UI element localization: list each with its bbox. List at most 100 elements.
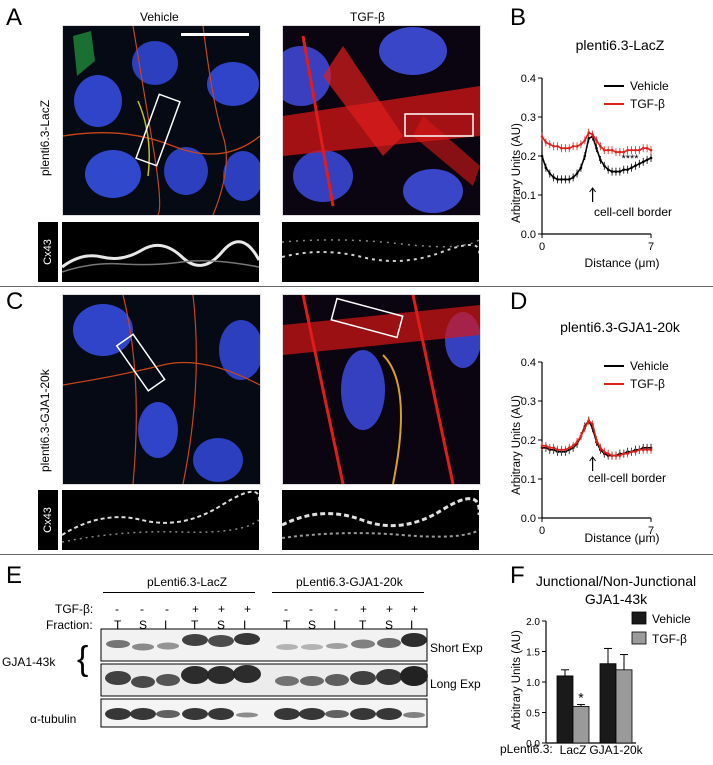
lane-fraction-label: S <box>217 618 226 632</box>
data-point <box>630 450 633 453</box>
blot-group-label-gja1: pLenti6.3-GJA1-20k <box>296 575 403 589</box>
data-point <box>564 178 567 181</box>
data-point <box>641 160 645 164</box>
lane-tgfb-mark: - <box>334 602 338 616</box>
micrograph-lacz-tgfb <box>282 25 481 216</box>
data-point <box>552 144 555 148</box>
data-point <box>575 172 579 175</box>
chart-d-annotation: cell-cell border <box>588 471 666 485</box>
data-point <box>548 172 552 175</box>
data-point <box>622 168 626 171</box>
y-tick-label: 0.0 <box>521 513 536 525</box>
data-point <box>614 170 618 173</box>
data-point <box>567 146 571 150</box>
strip-label-cx43-c: Cx43 <box>38 490 58 550</box>
data-point <box>626 148 629 152</box>
data-point <box>540 444 544 448</box>
data-point <box>579 434 583 438</box>
data-point <box>583 139 587 142</box>
legend-swatch <box>631 611 647 625</box>
blot-group-label-lacz: pLenti6.3-LacZ <box>147 575 228 589</box>
data-point <box>610 148 614 152</box>
data-point <box>583 154 587 158</box>
strip-label-cx43-a: Cx43 <box>38 222 58 282</box>
lane-tgfb-mark: + <box>386 602 394 616</box>
panel-letter-f: F <box>510 562 525 589</box>
data-point <box>602 164 606 168</box>
chart-b-annotation: cell-cell border <box>594 205 672 219</box>
data-point <box>614 454 618 457</box>
blot-tgfb-label: TGF-β: <box>55 602 94 616</box>
data-point <box>606 148 610 152</box>
legend-label: Vehicle <box>652 612 691 626</box>
data-point <box>618 454 622 457</box>
blot-fraction-label: Fraction: <box>46 618 93 632</box>
lane-tgfb-mark: - <box>115 602 119 616</box>
data-point <box>610 454 614 457</box>
x-tick-label: 0 <box>539 525 545 537</box>
chart-b-ylabel: Arbitrary Units (AU) <box>511 123 523 223</box>
western-blot <box>100 628 428 728</box>
chart-f-ylabel: Arbitrary Units (AU) <box>511 630 523 730</box>
data-point <box>571 144 575 148</box>
data-point <box>544 166 548 169</box>
data-point <box>560 448 563 452</box>
data-point <box>599 144 602 148</box>
micrograph-lacz-vehicle <box>62 25 261 216</box>
x-tick-label: 7 <box>648 525 654 537</box>
lane-fraction-label: S <box>308 618 317 632</box>
data-point <box>556 448 559 452</box>
lane-fraction-label: S <box>139 618 148 632</box>
lane-fraction-label: T <box>191 618 199 632</box>
micrograph-gja1-vehicle <box>62 294 261 485</box>
y-tick-label: 0.3 <box>521 112 536 124</box>
data-point <box>564 448 567 452</box>
lane-tgfb-mark: + <box>192 602 200 616</box>
chart-b-significance: **** <box>621 153 639 165</box>
y-tick-label: 1.0 <box>526 678 540 689</box>
data-point <box>571 176 575 179</box>
bar <box>599 663 617 744</box>
data-point <box>540 154 544 158</box>
data-point <box>567 178 571 181</box>
legend-label: TGF-β <box>652 632 687 646</box>
bar <box>615 669 633 744</box>
data-point <box>638 162 641 166</box>
column-label-tgfb: TGF-β <box>350 10 385 24</box>
data-point <box>595 146 598 150</box>
data-point <box>564 146 567 150</box>
data-point <box>641 146 645 150</box>
chart-d-title: plenti6.3-GJA1-20k <box>560 319 681 335</box>
data-point <box>544 141 548 144</box>
data-point <box>610 170 614 173</box>
data-point <box>579 143 583 146</box>
y-tick-label: 0.4 <box>521 73 536 85</box>
blot-protein-label: GJA1-43k <box>2 655 56 669</box>
data-point <box>575 144 579 148</box>
lane-tgfb-mark: + <box>244 602 252 616</box>
data-point <box>552 176 555 179</box>
data-point <box>634 148 637 152</box>
bar <box>572 705 590 744</box>
data-point <box>606 168 610 171</box>
chart-f-significance: * <box>578 690 584 706</box>
data-point <box>599 158 602 162</box>
cx43-strip-gja1-vehicle <box>62 490 259 550</box>
micrograph-gja1-tgfb <box>282 294 481 485</box>
data-point <box>606 452 610 455</box>
separator-bottom <box>0 554 713 555</box>
y-tick-label: 0.1 <box>521 190 536 202</box>
panel-letter-e: E <box>6 562 23 589</box>
cx43-strip-lacz-tgfb <box>282 222 479 282</box>
data-point <box>552 446 555 450</box>
x-tick-label: 7 <box>648 241 654 253</box>
data-point <box>595 438 598 442</box>
data-point <box>630 148 633 152</box>
chart-d-xlabel: Distance (μm) <box>585 531 660 545</box>
y-tick-label: 0.0 <box>521 229 536 241</box>
chart-f-xlabel-prefix: pLenti6.3: <box>500 742 553 756</box>
y-tick-label: 0.1 <box>521 474 536 486</box>
lane-tgfb-mark: + <box>360 602 368 616</box>
x-category-label: GJA1-20k <box>589 743 643 757</box>
lane-tgfb-mark: - <box>165 602 169 616</box>
